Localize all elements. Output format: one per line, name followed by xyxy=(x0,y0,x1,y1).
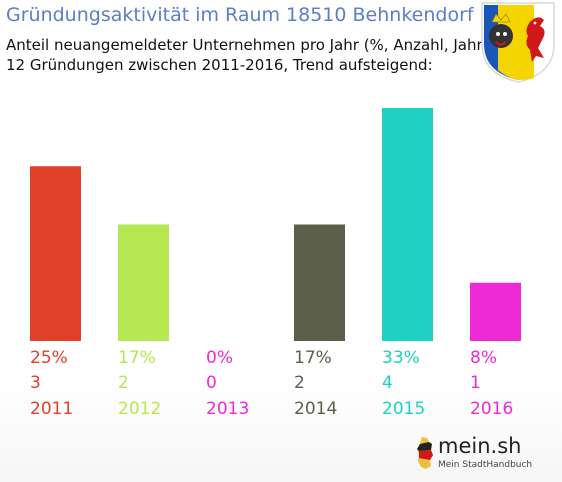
count-label-2013: 0 xyxy=(206,373,217,393)
bar-2015 xyxy=(382,108,433,341)
count-label-2011: 3 xyxy=(30,373,41,393)
count-label-2012: 2 xyxy=(118,373,129,393)
percent-label-2016: 8% xyxy=(470,348,497,368)
chart-subtitle-line1: Anteil neuangemeldeter Unternehmen pro J… xyxy=(6,36,489,54)
bar-2014 xyxy=(294,224,345,341)
percent-label-2015: 33% xyxy=(382,348,420,368)
logo-subtext: Mein StadtHandbuch xyxy=(438,460,533,470)
germany-map-icon xyxy=(417,437,433,469)
count-label-2014: 2 xyxy=(294,373,305,393)
percent-label-2011: 25% xyxy=(30,348,68,368)
year-label-2012: 2012 xyxy=(118,399,161,419)
percent-label-2012: 17% xyxy=(118,348,156,368)
year-label-2015: 2015 xyxy=(382,399,425,419)
year-label-2013: 2013 xyxy=(206,399,249,419)
logo-text: mein.sh xyxy=(438,434,522,458)
count-label-2016: 1 xyxy=(470,373,481,393)
year-label-2011: 2011 xyxy=(30,399,73,419)
year-label-2014: 2014 xyxy=(294,399,337,419)
count-label-2015: 4 xyxy=(382,373,393,393)
bar-2016 xyxy=(470,282,521,341)
bar-2011 xyxy=(30,166,81,341)
mein-sh-logo: mein.sh Mein StadtHandbuch xyxy=(416,432,562,478)
chart-title: Gründungsaktivität im Raum 18510 Behnken… xyxy=(6,4,474,26)
bar-2012 xyxy=(118,224,169,341)
percent-label-2013: 0% xyxy=(206,348,233,368)
percent-label-2014: 17% xyxy=(294,348,332,368)
coat-of-arms-icon xyxy=(481,2,555,83)
chart-subtitle-line2: 12 Gründungen zwischen 2011-2016, Trend … xyxy=(6,56,433,74)
year-label-2016: 2016 xyxy=(470,399,513,419)
